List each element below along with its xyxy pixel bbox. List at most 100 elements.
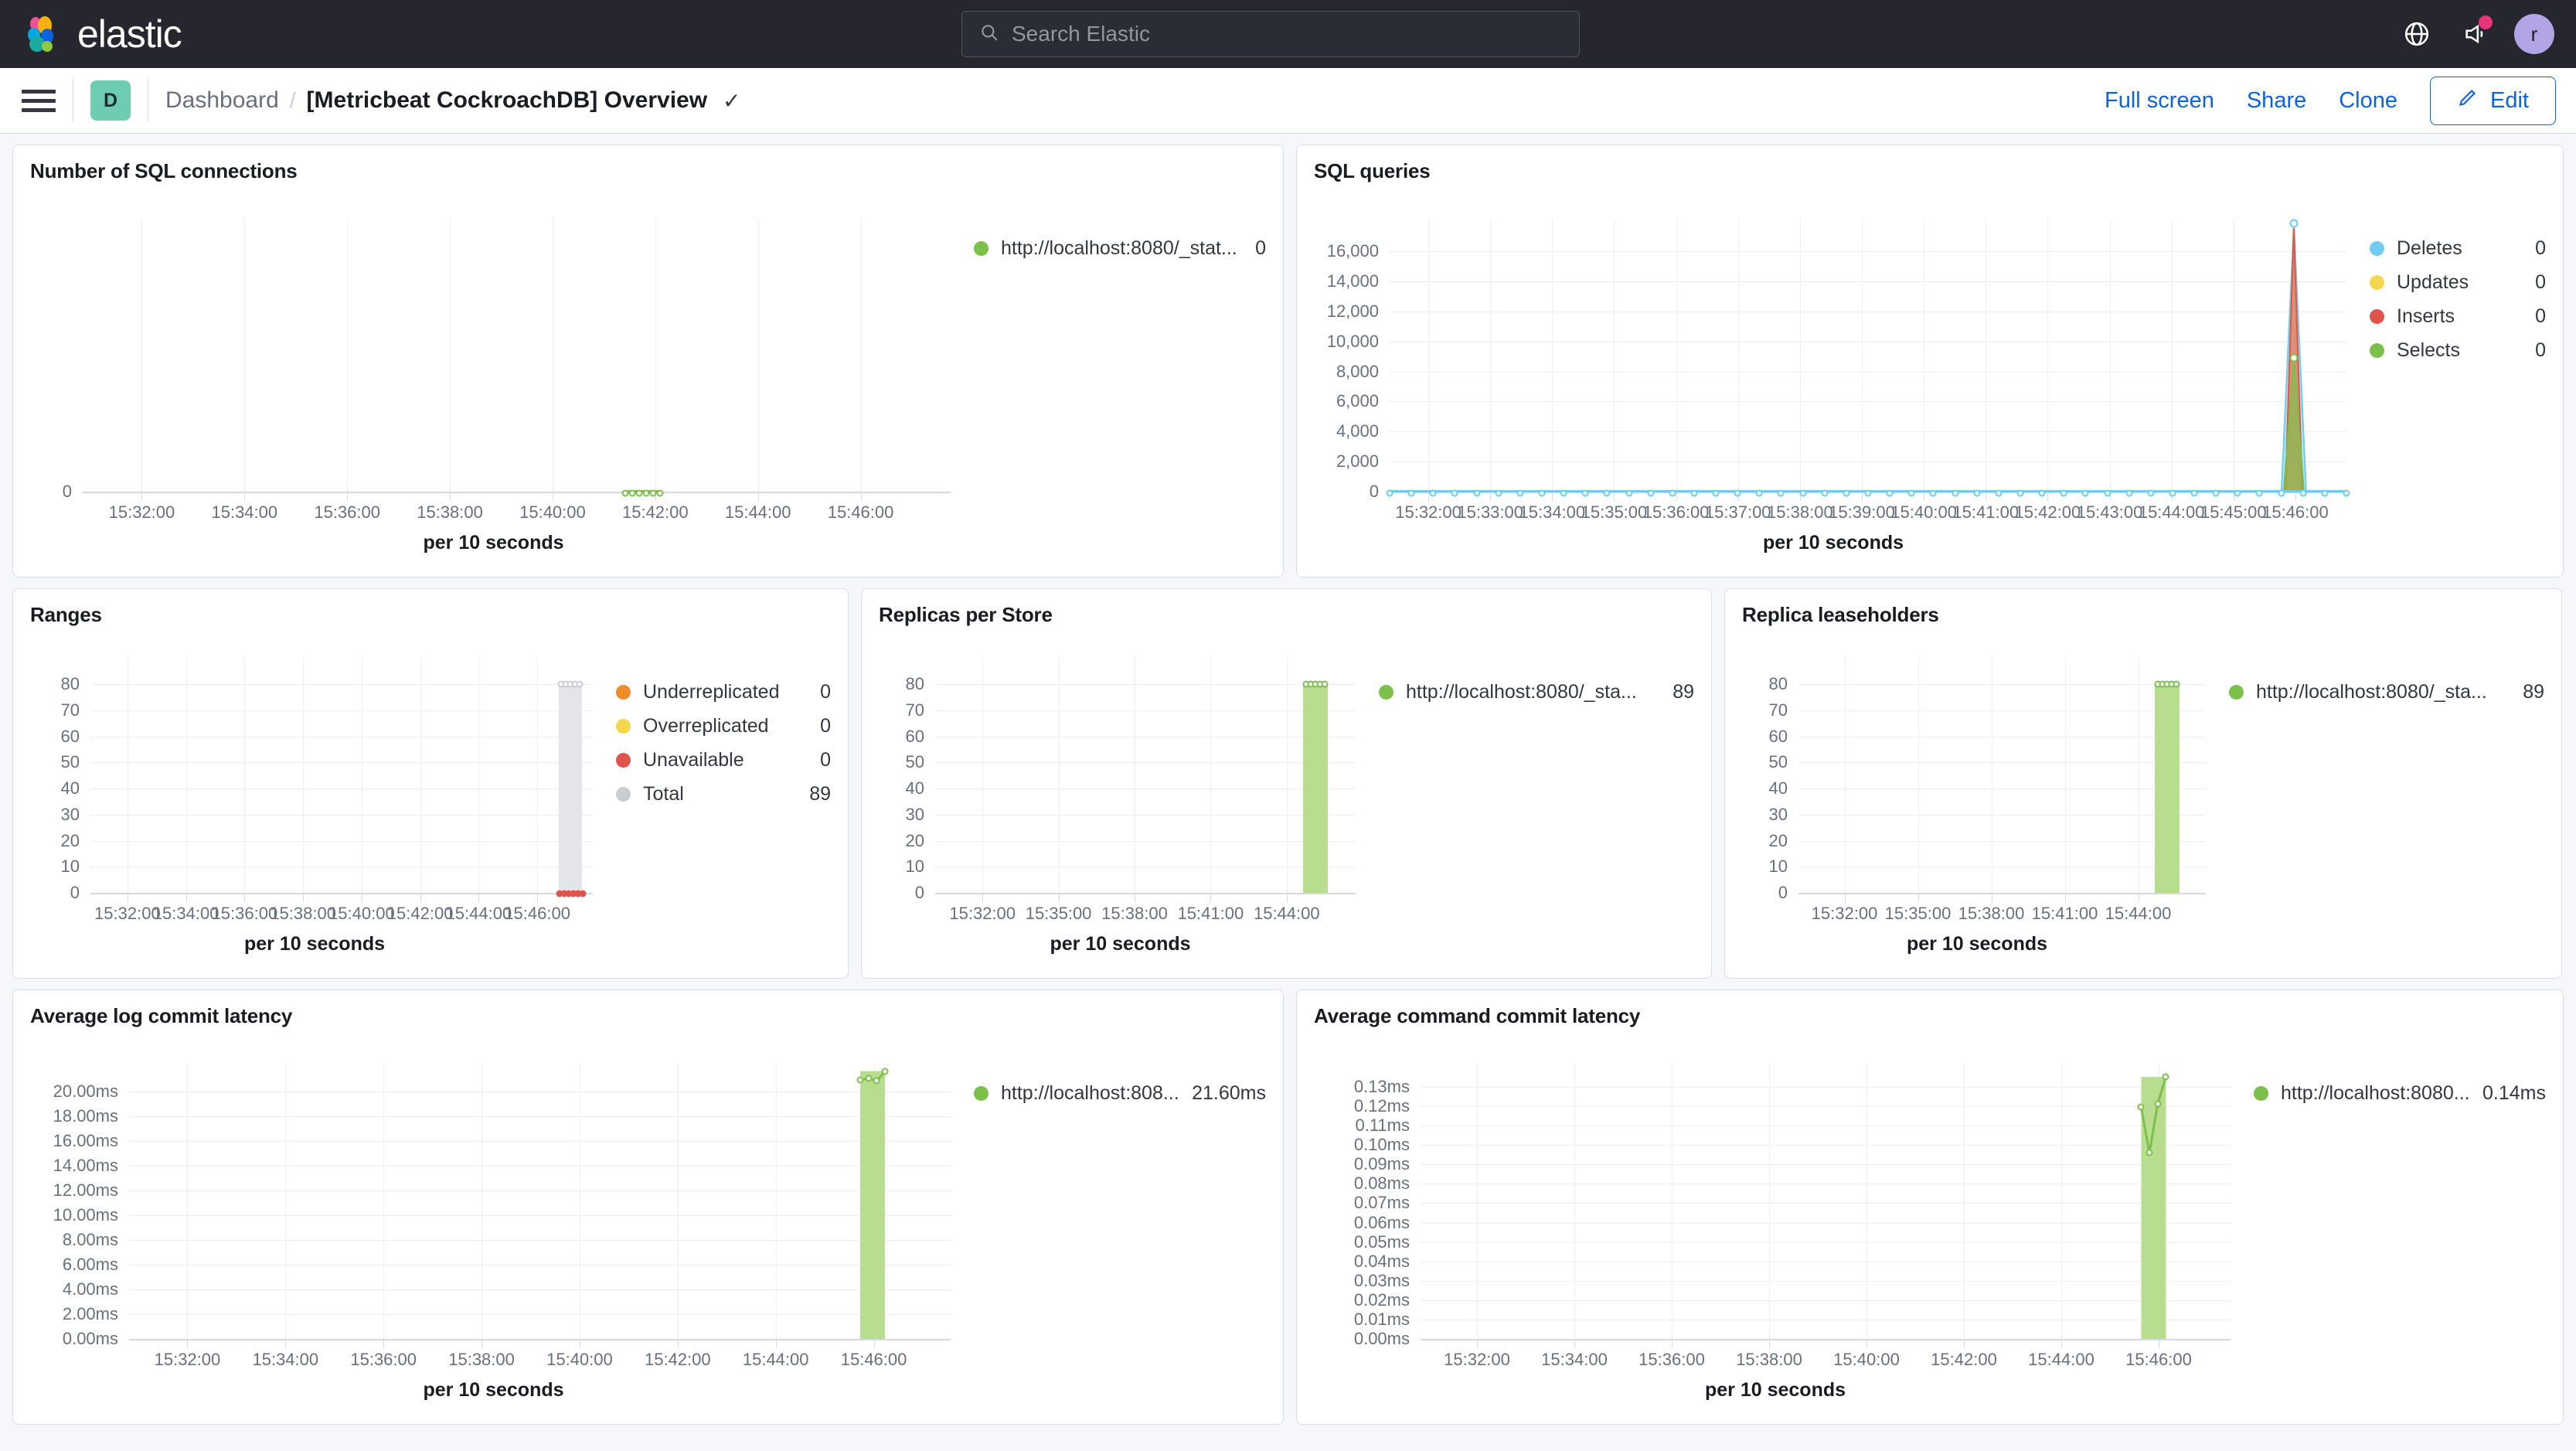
legend-item[interactable]: Updates 0 — [2370, 265, 2546, 299]
elastic-brand[interactable]: elastic — [0, 12, 182, 56]
gridline — [935, 684, 1356, 685]
legend-color-dot — [2370, 240, 2384, 256]
x-axis-label: per 10 seconds — [243, 933, 386, 955]
panel-ranges[interactable]: Ranges 80 70 60 50 40 30 20 10 0 15:32:00 15:34:00… — [12, 588, 849, 979]
x-axis-tickmark — [450, 492, 451, 501]
x-axis-tickmark — [2295, 492, 2296, 501]
legend-item[interactable]: http://localhost:8080/_stat... 0 — [974, 231, 1266, 265]
y-axis-tick: 40 — [60, 778, 80, 798]
y-axis-tick: 50 — [905, 752, 924, 772]
legend-item[interactable]: http://localhost:8080/_sta... 89 — [1379, 675, 1694, 709]
clone-button[interactable]: Clone — [2339, 87, 2398, 113]
data-point — [2190, 489, 2198, 497]
legend-item[interactable]: Deletes 0 — [2370, 231, 2546, 265]
panel-sql-connections[interactable]: Number of SQL connections 0 15:32:00 15:34… — [12, 145, 1284, 577]
y-axis-tick: 0.09ms — [1353, 1154, 1410, 1174]
legend-item[interactable]: http://localhost:8080/_sta... 89 — [2229, 675, 2544, 709]
x-axis-tickmark — [757, 492, 759, 501]
y-axis-tick: 0.00ms — [62, 1329, 118, 1348]
gridline — [1769, 1064, 1770, 1339]
gridline — [1421, 1222, 2231, 1224]
gridline — [187, 1064, 189, 1339]
breadcrumb-dashboard[interactable]: Dashboard — [165, 87, 279, 113]
gridline — [935, 840, 1356, 842]
chart-avg-command-commit-latency[interactable]: 0.13ms 0.12ms 0.11ms 0.10ms 0.09ms 0.08ms 0.07… — [1297, 1028, 2254, 1424]
legend-item[interactable]: http://localhost:808... 21.60ms — [974, 1076, 1266, 1110]
x-axis-tick: 15:34:00 — [1541, 1350, 1608, 1369]
x-axis-tick: 15:36:00 — [1642, 502, 1710, 522]
y-axis-tick: 40 — [905, 778, 924, 798]
x-axis-tickmark — [2064, 893, 2066, 902]
gridline — [1210, 658, 1212, 893]
y-axis-tick: 0.00ms — [1353, 1329, 1410, 1348]
x-axis-tickmark — [1058, 893, 1060, 902]
gridline — [1390, 371, 2346, 373]
x-axis-tick: 15:39:00 — [1829, 502, 1895, 522]
y-axis-tick: 0.12ms — [1353, 1096, 1410, 1116]
legend-item-label: http://localhost:8080/_sta... — [1406, 680, 1637, 703]
legend-item[interactable]: Underreplicated 0 — [616, 675, 831, 709]
data-point — [2016, 489, 2024, 497]
global-search-bar[interactable]: Search Elastic — [961, 11, 1580, 57]
announcement-icon[interactable] — [2455, 14, 2496, 54]
breadcrumb-bar: D Dashboard / [Metricbeat CockroachDB] O… — [0, 68, 2576, 134]
y-axis-tick: 2.00ms — [62, 1304, 118, 1323]
y-axis-tick: 20 — [60, 830, 80, 850]
data-point — [1473, 489, 1481, 497]
hamburger-menu-icon[interactable] — [22, 83, 56, 118]
x-axis-tickmark — [2047, 492, 2049, 501]
data-point — [649, 489, 657, 497]
data-point — [2104, 489, 2111, 497]
panel-sql-queries[interactable]: SQL queries 16,000 14,000 12,000 10,000 8,00… — [1296, 145, 2564, 577]
share-button[interactable]: Share — [2246, 87, 2307, 113]
chart-ranges[interactable]: 80 70 60 50 40 30 20 10 0 15:32:00 15:34:00 15:36:0… — [13, 627, 616, 978]
help-circle-icon[interactable] — [2397, 14, 2437, 54]
x-axis-label: per 10 seconds — [1050, 933, 1191, 955]
legend-item-label: Selects — [2397, 339, 2460, 361]
y-axis-tick: 0.10ms — [1353, 1135, 1410, 1155]
x-axis-label: per 10 seconds — [423, 532, 564, 553]
full-screen-button[interactable]: Full screen — [2105, 87, 2214, 113]
x-axis-label: per 10 seconds — [1762, 532, 1904, 553]
legend-item[interactable]: Total 89 — [616, 777, 831, 811]
data-point — [1952, 489, 1959, 497]
data-point — [1625, 489, 1632, 497]
legend-avg-command-commit-latency: http://localhost:8080... 0.14ms — [2254, 1028, 2563, 1424]
gridline — [757, 219, 759, 492]
search-input[interactable]: Search Elastic — [1012, 22, 1150, 46]
plot-area: 80 70 60 50 40 30 20 10 0 15:32:00 15:35:00 15:38:0… — [906, 658, 1356, 923]
legend-item[interactable]: Overreplicated 0 — [616, 709, 831, 743]
gridline — [420, 658, 421, 893]
data-point — [1581, 489, 1589, 497]
legend-item[interactable]: Inserts 0 — [2370, 299, 2546, 333]
x-axis-tick: 15:36:00 — [314, 502, 381, 522]
y-axis-tick: 0.02ms — [1353, 1289, 1410, 1310]
x-axis-tick: 15:32:00 — [1444, 1350, 1510, 1369]
data-point — [1647, 489, 1655, 497]
panel-replicas-per-store[interactable]: Replicas per Store 80 70 60 50 40 30 20 10 0 15:3… — [861, 588, 1712, 979]
gridline — [383, 1064, 385, 1339]
chart-sql-queries[interactable]: 16,000 14,000 12,000 10,000 8,000 6,000 4,000 2… — [1297, 183, 2370, 577]
chart-replicas-per-store[interactable]: 80 70 60 50 40 30 20 10 0 15:32:00 15:35:00 15:38:0… — [862, 627, 1379, 978]
edit-button[interactable]: Edit — [2430, 76, 2556, 125]
legend-item[interactable]: Unavailable 0 — [616, 743, 831, 777]
chart-avg-log-commit-latency[interactable]: 20.00ms 18.00ms 16.00ms 14.00ms 12.00ms 10.00… — [13, 1028, 974, 1424]
legend-item[interactable]: http://localhost:8080... 0.14ms — [2254, 1076, 2546, 1110]
user-avatar[interactable]: r — [2514, 14, 2554, 54]
gridline — [185, 658, 187, 893]
chart-replica-leaseholders[interactable]: 80 70 60 50 40 30 20 10 0 15:32:00 15:35:00 15:38:0… — [1725, 627, 2229, 978]
legend-item-value: 89 — [2523, 680, 2544, 703]
legend-color-dot — [616, 752, 631, 768]
chart-sql-connections[interactable]: 0 15:32:00 15:34:00 15:36:00 15:38:00 15:40:0… — [13, 183, 974, 577]
x-axis-tick: 15:42:00 — [1931, 1350, 1997, 1369]
panel-avg-log-commit-latency[interactable]: Average log commit latency 20.00ms 18.00m… — [12, 989, 1284, 1425]
x-axis-tickmark — [537, 893, 539, 902]
gridline — [1918, 658, 1919, 893]
x-axis-tick: 15:38:00 — [1767, 502, 1833, 522]
legend-item[interactable]: Selects 0 — [2370, 333, 2546, 367]
panel-replica-leaseholders[interactable]: Replica leaseholders 80 70 60 50 40 30 20 10 0 15… — [1724, 588, 2562, 979]
space-avatar[interactable]: D — [90, 80, 131, 121]
panel-avg-command-commit-latency[interactable]: Average command commit latency 0.13ms 0.1… — [1296, 989, 2564, 1425]
x-axis-line — [1421, 1339, 2231, 1340]
x-axis-tick: 15:41:00 — [2031, 904, 2098, 923]
